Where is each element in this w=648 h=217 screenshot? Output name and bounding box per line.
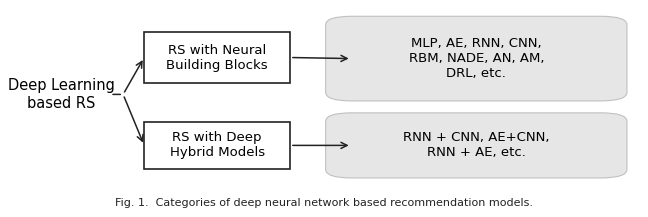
Text: RS with Neural
Building Blocks: RS with Neural Building Blocks	[167, 43, 268, 72]
Text: Fig. 1.  Categories of deep neural network based recommendation models.: Fig. 1. Categories of deep neural networ…	[115, 198, 533, 208]
FancyBboxPatch shape	[325, 16, 627, 101]
Text: RS with Deep
Hybrid Models: RS with Deep Hybrid Models	[170, 131, 264, 159]
FancyBboxPatch shape	[325, 113, 627, 178]
FancyBboxPatch shape	[144, 32, 290, 83]
FancyBboxPatch shape	[144, 122, 290, 169]
Text: RNN + CNN, AE+CNN,
RNN + AE, etc.: RNN + CNN, AE+CNN, RNN + AE, etc.	[403, 131, 550, 159]
Text: MLP, AE, RNN, CNN,
RBM, NADE, AN, AM,
DRL, etc.: MLP, AE, RNN, CNN, RBM, NADE, AN, AM, DR…	[408, 37, 544, 80]
Text: Deep Learning
based RS: Deep Learning based RS	[8, 78, 115, 111]
